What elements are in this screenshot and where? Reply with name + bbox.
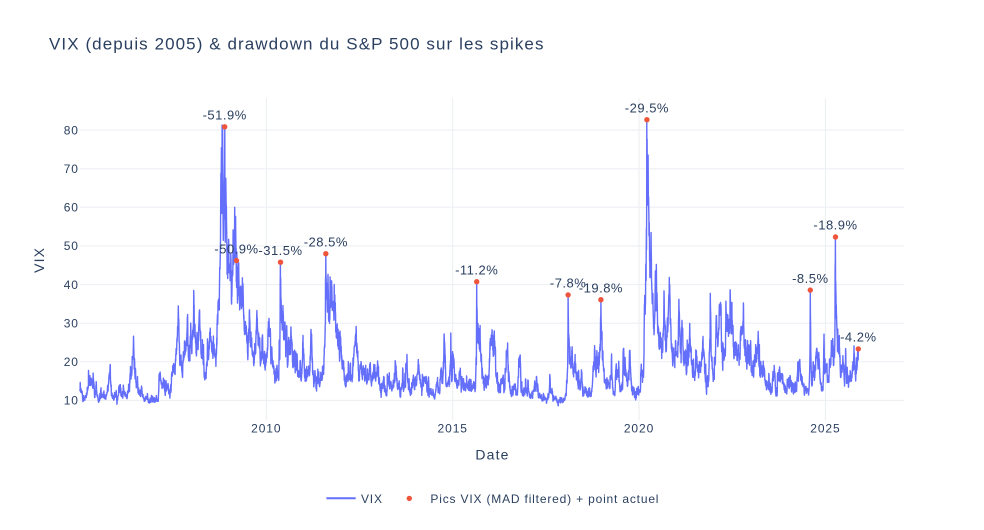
svg-text:VIX: VIX: [361, 492, 383, 506]
svg-text:-28.5%: -28.5%: [304, 234, 348, 249]
svg-text:-51.9%: -51.9%: [203, 108, 247, 123]
svg-text:40: 40: [64, 278, 79, 292]
svg-text:-7.8%: -7.8%: [550, 276, 586, 291]
svg-text:80: 80: [64, 123, 79, 137]
svg-text:30: 30: [64, 316, 79, 330]
svg-text:60: 60: [64, 201, 79, 215]
svg-text:50: 50: [64, 239, 79, 253]
svg-text:VIX (depuis 2005) & drawdown d: VIX (depuis 2005) & drawdown du S&P 500 …: [49, 35, 545, 54]
svg-text:2025: 2025: [810, 421, 840, 435]
svg-text:-19.8%: -19.8%: [579, 280, 623, 295]
svg-text:-11.2%: -11.2%: [455, 262, 498, 277]
svg-text:10: 10: [64, 394, 79, 408]
svg-text:VIX: VIX: [31, 247, 47, 273]
svg-text:-50.9%: -50.9%: [214, 241, 258, 256]
svg-text:2015: 2015: [438, 421, 468, 435]
svg-text:-18.9%: -18.9%: [813, 218, 857, 233]
svg-text:Pics VIX (MAD filtered) + poin: Pics VIX (MAD filtered) + point actuel: [430, 492, 659, 506]
svg-text:-29.5%: -29.5%: [625, 100, 669, 115]
svg-text:Date: Date: [475, 446, 509, 462]
svg-text:70: 70: [64, 162, 79, 176]
svg-text:-8.5%: -8.5%: [792, 271, 828, 286]
svg-text:2020: 2020: [624, 421, 654, 435]
svg-text:-31.5%: -31.5%: [258, 243, 302, 258]
svg-text:20: 20: [64, 355, 79, 369]
svg-text:-4.2%: -4.2%: [840, 330, 876, 345]
svg-text:2010: 2010: [251, 421, 281, 435]
